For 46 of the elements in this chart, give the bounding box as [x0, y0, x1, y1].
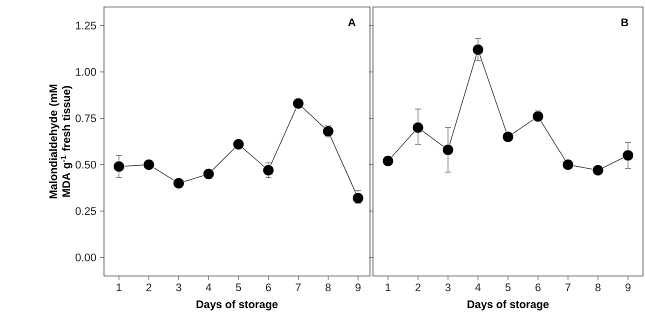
x-tick-label: 9: [356, 284, 361, 292]
y-tick-label: 0.25: [76, 207, 96, 215]
y-tick-label: 0.75: [76, 114, 96, 122]
x-tick-label: 6: [266, 284, 271, 292]
point: [143, 158, 155, 170]
x-axis-title: Days of storage: [196, 300, 278, 310]
point: [532, 110, 544, 122]
point: [592, 164, 604, 176]
point: [382, 155, 394, 167]
x-tick-label: 8: [595, 284, 601, 292]
annotation: A: [348, 18, 356, 26]
x-tick-label: 2: [416, 284, 421, 292]
y-tick-label: 0.00: [76, 254, 96, 262]
point: [172, 177, 184, 189]
point: [232, 138, 244, 150]
point: [442, 144, 454, 156]
x-tick-label: 5: [505, 284, 511, 292]
y-tick-label: 0.50: [76, 160, 96, 169]
x-tick-label: 5: [236, 284, 242, 292]
x-tick-label: 7: [296, 284, 301, 292]
annotation: B: [622, 18, 628, 26]
point: [472, 44, 484, 56]
x-tick-label: 3: [445, 284, 451, 292]
point: [502, 131, 514, 143]
point: [622, 150, 634, 162]
y-tick-label: 1.25: [76, 22, 96, 30]
y-tick-label: 1.00: [76, 68, 96, 76]
x-tick-label: 4: [475, 284, 481, 292]
point: [113, 160, 125, 172]
x-tick-label: 1: [116, 284, 122, 292]
point: [412, 122, 424, 134]
x-axis-title: Days of storage: [468, 300, 549, 310]
x-tick-label: 8: [326, 284, 331, 292]
x-tick-label: 7: [566, 284, 570, 292]
x-tick-label: 3: [176, 284, 182, 292]
x-tick-label: 4: [206, 284, 212, 292]
x-tick-label: 6: [536, 284, 541, 292]
x-tick-label: 2: [146, 284, 152, 292]
point: [292, 98, 304, 110]
point: [322, 126, 334, 138]
x-tick-label: 1: [386, 284, 391, 292]
x-tick-label: 9: [625, 284, 631, 292]
point: [202, 168, 214, 180]
point: [352, 192, 364, 204]
point: [262, 164, 274, 176]
point: [562, 158, 574, 170]
